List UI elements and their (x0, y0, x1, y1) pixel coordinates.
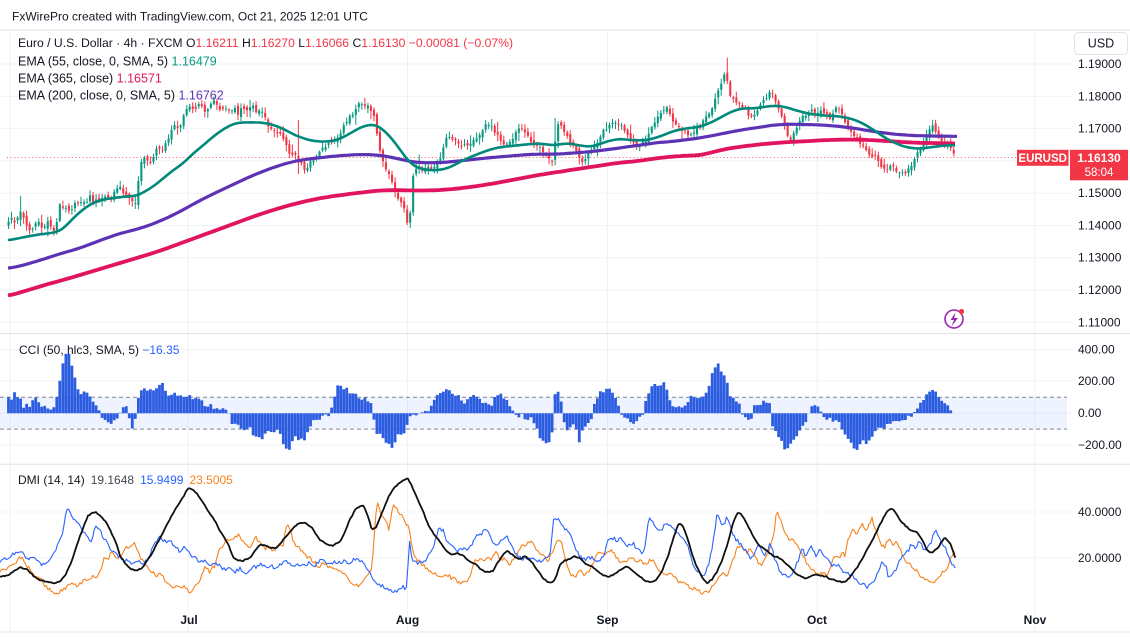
svg-text:EURUSD: EURUSD (1018, 153, 1067, 165)
svg-text:1.15000: 1.15000 (1078, 186, 1122, 200)
svg-text:CCI (50, hlc3, SMA, 5) −16.35: CCI (50, hlc3, SMA, 5) −16.35 (19, 343, 180, 357)
svg-text:Sep: Sep (596, 613, 618, 627)
svg-text:1.12000: 1.12000 (1078, 283, 1122, 297)
svg-text:Nov: Nov (1024, 613, 1047, 627)
svg-text:USD: USD (1088, 37, 1114, 51)
svg-text:Aug: Aug (396, 613, 419, 627)
svg-text:1.13000: 1.13000 (1078, 251, 1122, 265)
svg-text:EMA (55, close, 0, SMA, 5) 1.1: EMA (55, close, 0, SMA, 5) 1.16479 (18, 55, 217, 69)
svg-text:1.18000: 1.18000 (1078, 89, 1122, 103)
svg-text:1.16130: 1.16130 (1077, 151, 1121, 165)
svg-text:1.19000: 1.19000 (1078, 57, 1122, 71)
svg-text:1.14000: 1.14000 (1078, 219, 1122, 233)
svg-text:58:04: 58:04 (1085, 167, 1114, 179)
svg-text:Oct: Oct (807, 613, 827, 627)
svg-text:1.17000: 1.17000 (1078, 122, 1122, 136)
svg-text:1.11000: 1.11000 (1078, 315, 1121, 329)
svg-text:200.00: 200.00 (1078, 374, 1115, 388)
svg-text:20.0000: 20.0000 (1078, 551, 1122, 565)
svg-text:EMA (365, close) 1.16571: EMA (365, close) 1.16571 (18, 72, 162, 86)
svg-text:DMI (14, 14) 19.1648 15.9499 2: DMI (14, 14) 19.1648 15.9499 23.5005 (18, 473, 233, 487)
svg-text:400.00: 400.00 (1078, 342, 1115, 356)
svg-text:−200.00: −200.00 (1078, 438, 1122, 452)
svg-text:EMA (200, close, 0, SMA, 5) 1.: EMA (200, close, 0, SMA, 5) 1.16762 (18, 89, 224, 103)
svg-text:0.00: 0.00 (1078, 406, 1102, 420)
svg-text:FxWirePro created with Trading: FxWirePro created with TradingView.com, … (12, 10, 368, 24)
svg-text:Jul: Jul (180, 613, 197, 627)
svg-text:40.0000: 40.0000 (1078, 505, 1122, 519)
svg-text:Euro / U.S. Dollar · 4h · FXCM: Euro / U.S. Dollar · 4h · FXCM O1.16211 … (18, 36, 513, 50)
